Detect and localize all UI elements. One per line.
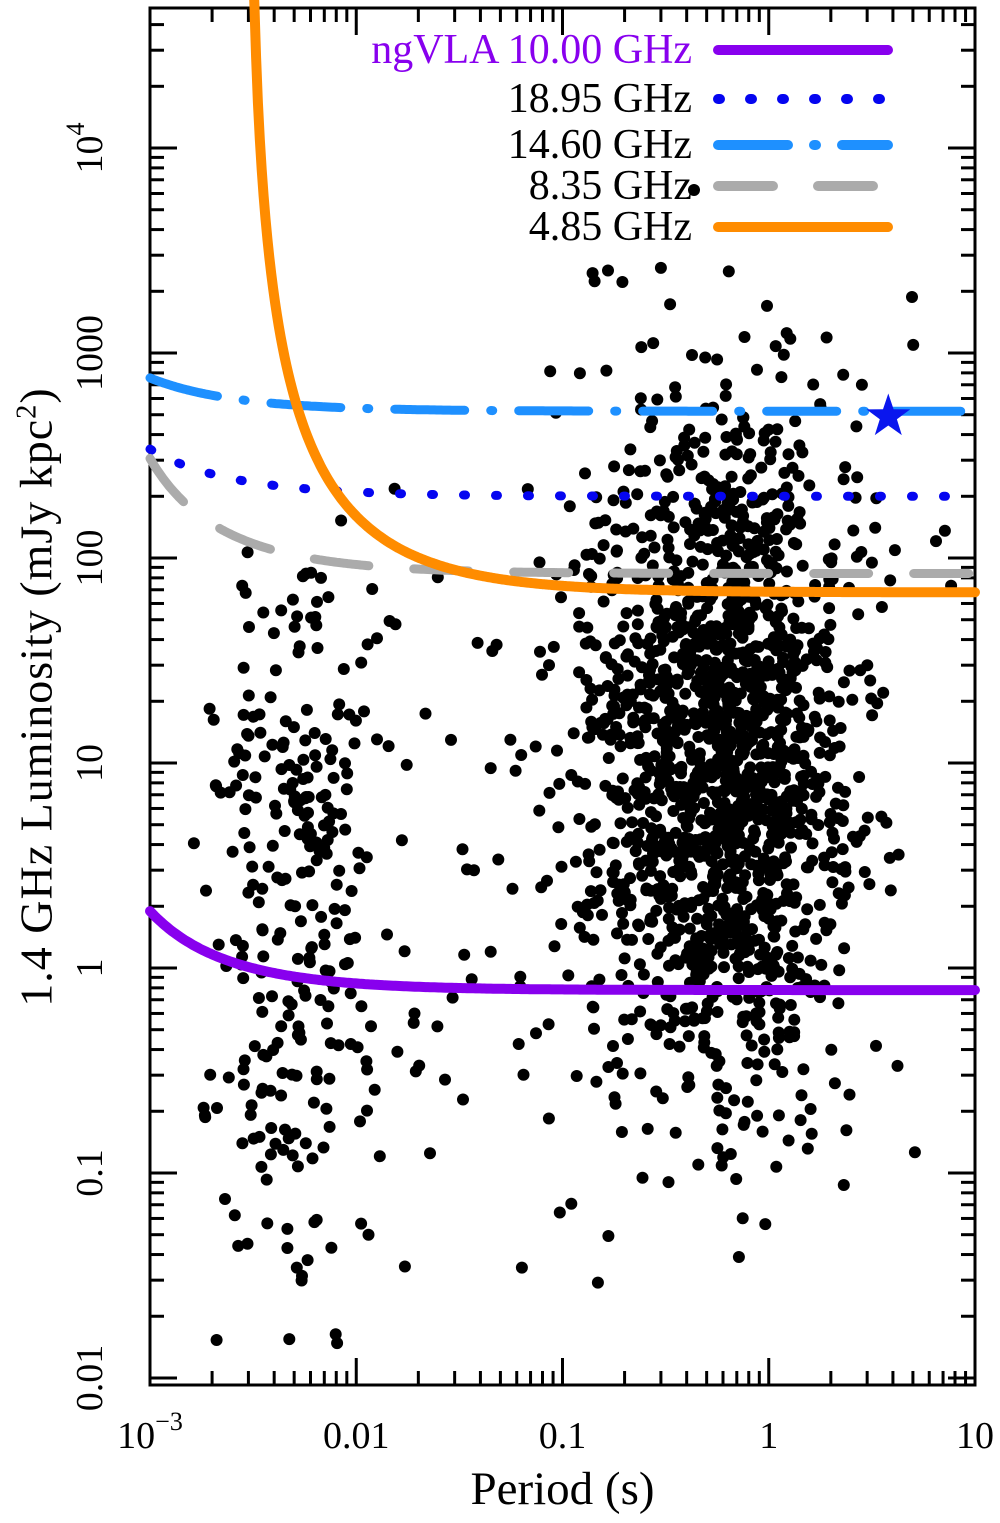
sensitivity-curve-4-85-ghz	[249, 0, 980, 598]
legend-label-8-35-ghz: 8.35 GHz	[528, 163, 692, 209]
x-tick-label: 10−3	[117, 1407, 183, 1457]
sensitivity-curve-18-95-ghz	[145, 444, 980, 501]
legend-label-4-85-ghz: 4.85 GHz	[528, 204, 692, 250]
y-axis-title: 1.4 GHz Luminosity (mJy kpc2)	[10, 387, 62, 1007]
x-axis-title: Period (s)	[470, 1463, 655, 1515]
x-tick-label: 0.01	[323, 1415, 390, 1457]
legend-label-ngvla-10-00-ghz: ngVLA 10.00 GHz	[371, 27, 692, 73]
legend-label-18-95-ghz: 18.95 GHz	[507, 76, 692, 122]
x-tick-label: 0.1	[539, 1415, 587, 1457]
sensitivity-curve-ngvla-10-00-ghz	[145, 906, 980, 996]
x-tick-label: 10	[956, 1415, 994, 1457]
ylabel-superscript: 2	[11, 403, 43, 419]
x-tick-label: 1	[759, 1415, 778, 1457]
y-tick-label: 1000	[69, 315, 111, 391]
sensitivity-curve-8-35-ghz	[145, 453, 980, 578]
axis-ticks	[148, 8, 977, 1385]
y-tick-label: 0.01	[69, 1345, 111, 1412]
star-marker	[866, 393, 911, 436]
sensitivity-curve-14-60-ghz	[145, 373, 980, 416]
y-tick-label: 10	[69, 744, 111, 782]
scatter-points	[187, 184, 958, 1350]
legend-label-14-60-ghz: 14.60 GHz	[507, 122, 692, 168]
y-tick-label: 1	[69, 959, 111, 978]
y-tick-label: 104	[61, 123, 111, 174]
y-tick-label: 0.1	[69, 1149, 111, 1197]
y-tick-label: 100	[69, 530, 111, 587]
